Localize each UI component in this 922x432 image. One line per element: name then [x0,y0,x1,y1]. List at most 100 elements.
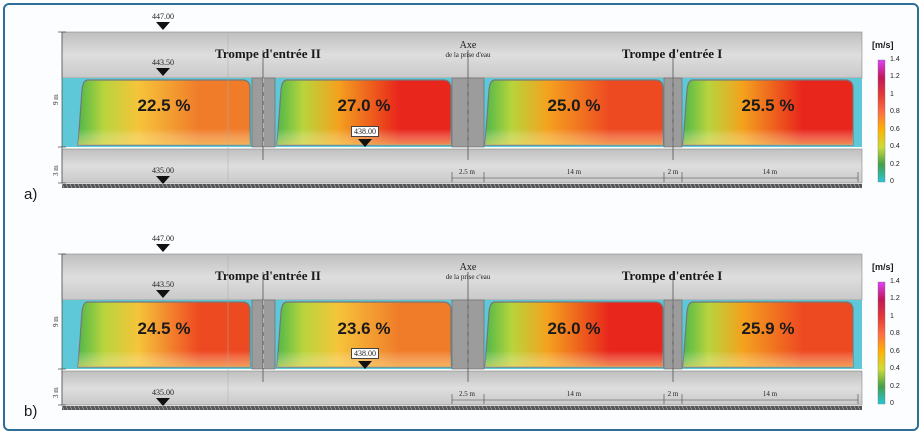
ground-hatch [305,183,309,189]
ground-hatch [741,183,745,189]
ground-hatch [597,405,601,411]
ground-hatch [377,183,381,189]
ground-hatch [677,405,681,411]
ground-hatch [69,405,73,411]
ground-hatch [137,183,141,189]
ground-hatch [693,183,697,189]
ground-hatch [789,405,793,411]
bay-percentage: 23.6 % [337,319,391,338]
ground-hatch [437,183,441,189]
ground-hatch [489,405,493,411]
colorbar-tick-label: 1.2 [890,295,900,303]
ground-hatch [209,405,213,411]
ground-hatch [265,405,269,411]
ground-hatch [713,405,717,411]
ground-hatch [137,405,141,411]
elevation-top-label: 447.00 [152,12,174,21]
ground-hatch [493,183,497,189]
ground-hatch [553,405,557,411]
ground-hatch [385,405,389,411]
bay-percentage: 22.5 % [137,96,191,115]
ground-hatch [729,183,733,189]
ground-hatch [801,183,805,189]
ground-hatch [241,405,245,411]
ground-hatch [549,183,553,189]
colorbar-tick-label: 0.4 [890,365,900,373]
title-inlet-right: Trompe d'entrée I [621,268,723,283]
upper-concrete-band [61,31,863,79]
ground-hatch [205,183,209,189]
elevation-bottom-label: 435.00 [152,388,174,397]
ground-hatch [269,405,273,411]
ground-hatch [853,405,857,411]
ground-hatch [821,405,825,411]
ground-hatch [133,183,137,189]
ground-hatch [453,405,457,411]
ground-hatch [201,183,205,189]
bay-flow-shading [277,80,451,145]
ground-hatch [377,405,381,411]
ground-hatch [629,183,633,189]
ground-hatch [293,183,297,189]
ground-hatch [473,183,477,189]
ground-hatch [841,183,845,189]
ground-hatch [529,183,533,189]
ground-hatch [497,405,501,411]
ground-hatch [625,405,629,411]
ground-hatch [389,183,393,189]
colorbar-tick-label: 1.4 [890,56,900,63]
bay-percentage: 27.0 % [337,96,391,115]
ground-hatch [585,405,589,411]
ground-hatch [845,405,849,411]
ground-hatch [665,183,669,189]
ground-hatch [469,405,473,411]
ground-hatch [545,405,549,411]
ground-hatch [737,183,741,189]
ground-hatch [581,405,585,411]
ground-hatch [833,405,837,411]
colorbar-tick-label: 0 [890,400,894,407]
ground-hatch [341,405,345,411]
ground-hatch [373,405,377,411]
ground-hatch [537,183,541,189]
ground-hatch [113,183,117,189]
ground-hatch [785,405,789,411]
ground-hatch [165,183,169,189]
ground-hatch [581,183,585,189]
ground-hatch [533,405,537,411]
ground-hatch [689,405,693,411]
ground-hatch [421,405,425,411]
ground-hatch [753,183,757,189]
ground-hatch [349,183,353,189]
ground-hatch [157,405,161,411]
ground-hatch [301,183,305,189]
ground-hatch [361,183,365,189]
ground-hatch [701,405,705,411]
ground-hatch [81,405,85,411]
ground-hatch [77,183,81,189]
dimension-label: 14 m [762,168,778,176]
ground-hatch [113,405,117,411]
colorbar-tick-label: 1.2 [890,73,900,81]
ground-hatch [481,183,485,189]
ground-hatch [313,183,317,189]
ground-hatch [649,405,653,411]
ground-hatch [173,405,177,411]
elevation-water-label: 443.50 [152,58,174,67]
ground-hatch [405,183,409,189]
ground-hatch [133,405,137,411]
axe-label: Axe de la prise d'eau [446,40,491,59]
elevation-marker-water [156,68,170,76]
section-drawing [58,244,886,411]
ground-hatch [697,183,701,189]
ground-hatch [509,405,513,411]
ground-hatch [93,405,97,411]
ground-hatch [469,183,473,189]
ground-hatch [485,183,489,189]
ground-hatch [385,183,389,189]
ground-hatch [289,183,293,189]
ground-hatch [813,183,817,189]
colorbar-unit: [m/s] [872,262,894,272]
ground-hatch [781,183,785,189]
colorbar [877,281,886,405]
